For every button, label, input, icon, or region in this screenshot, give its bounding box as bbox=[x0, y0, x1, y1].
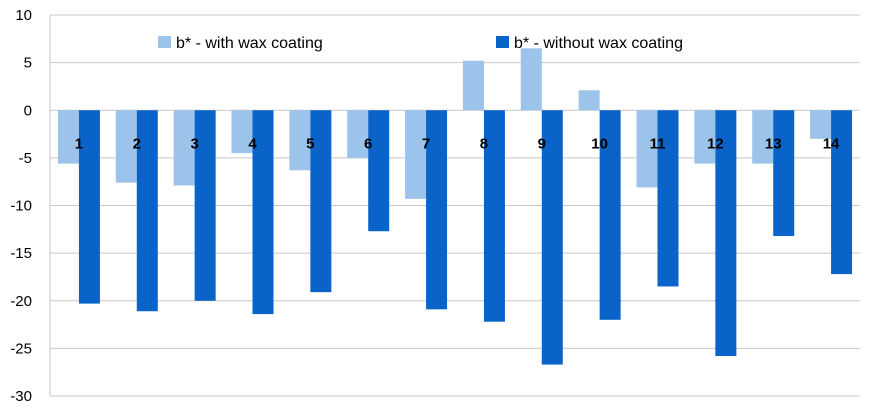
bar-without-wax bbox=[541, 110, 563, 365]
bar-without-wax bbox=[599, 110, 621, 320]
bar-with-wax bbox=[752, 110, 774, 164]
bar-without-wax bbox=[78, 110, 100, 304]
bar-with-wax bbox=[173, 110, 195, 186]
legend-swatch-without-wax bbox=[496, 36, 509, 48]
category-label: 5 bbox=[306, 135, 314, 152]
bar-without-wax bbox=[368, 110, 390, 232]
legend: b* - with wax coating b* - without wax c… bbox=[158, 35, 683, 52]
legend-swatch-with-wax bbox=[158, 36, 171, 48]
bar-without-wax bbox=[483, 110, 505, 322]
y-tick-label: -25 bbox=[10, 340, 32, 357]
bar-without-wax bbox=[657, 110, 679, 287]
bar-without-wax bbox=[136, 110, 158, 312]
y-tick-label: -5 bbox=[19, 150, 32, 167]
bar-without-wax bbox=[831, 110, 853, 275]
y-axis: 10 5 0 -5 -10 -15 -20 -25 -30 bbox=[10, 7, 51, 405]
category-label: 6 bbox=[364, 135, 372, 152]
category-label: 13 bbox=[765, 135, 782, 152]
y-tick-label: -15 bbox=[10, 245, 32, 262]
category-label: 14 bbox=[823, 135, 840, 152]
bar-with-wax bbox=[289, 110, 311, 171]
bar-with-wax bbox=[115, 110, 137, 183]
bar-with-wax bbox=[578, 90, 600, 111]
gridlines bbox=[50, 14, 860, 397]
bars bbox=[57, 48, 853, 365]
y-tick-label: 5 bbox=[24, 55, 32, 72]
category-label: 4 bbox=[248, 135, 257, 152]
bar-with-wax bbox=[520, 48, 542, 111]
category-label: 1 bbox=[75, 135, 83, 152]
bar-without-wax bbox=[715, 110, 737, 356]
category-label: 7 bbox=[422, 135, 430, 152]
category-labels: 1 2 3 4 5 6 7 8 9 10 11 12 13 14 bbox=[75, 135, 840, 152]
bar-with-wax bbox=[694, 110, 716, 164]
y-tick-label: 0 bbox=[24, 102, 32, 119]
bar-with-wax bbox=[810, 110, 832, 139]
bar-without-wax bbox=[773, 110, 795, 236]
category-label: 9 bbox=[538, 135, 546, 152]
bar-with-wax bbox=[405, 110, 427, 199]
y-tick-label: -10 bbox=[10, 198, 32, 215]
y-tick-label: 10 bbox=[15, 7, 32, 24]
bar-with-wax bbox=[636, 110, 658, 188]
bar-with-wax bbox=[57, 110, 79, 164]
category-label: 10 bbox=[591, 135, 608, 152]
category-label: 11 bbox=[650, 135, 666, 152]
category-label: 2 bbox=[133, 135, 141, 152]
bar-with-wax bbox=[231, 110, 253, 154]
category-label: 12 bbox=[707, 135, 724, 152]
bar-with-wax bbox=[347, 110, 369, 158]
y-tick-label: -20 bbox=[10, 293, 32, 310]
bar-without-wax bbox=[426, 110, 448, 310]
y-tick-label: -30 bbox=[10, 388, 32, 405]
category-label: 3 bbox=[190, 135, 198, 152]
legend-label-without-wax: b* - without wax coating bbox=[514, 35, 683, 52]
bar-with-wax bbox=[462, 60, 484, 111]
category-label: 8 bbox=[480, 135, 488, 152]
bar-without-wax bbox=[194, 110, 216, 301]
legend-label-with-wax: b* - with wax coating bbox=[176, 35, 323, 52]
bar-without-wax bbox=[310, 110, 332, 293]
bar-without-wax bbox=[252, 110, 274, 315]
